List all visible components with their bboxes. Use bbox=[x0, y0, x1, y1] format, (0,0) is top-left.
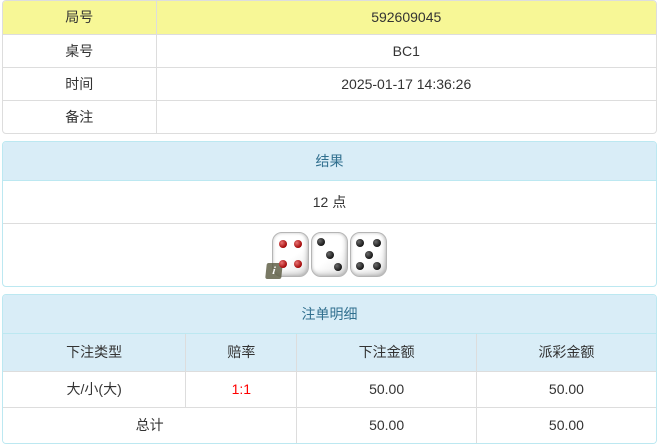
time-label: 时间 bbox=[3, 67, 157, 101]
remark-label: 备注 bbox=[3, 100, 157, 133]
bet-detail-title: 注单明细 bbox=[3, 295, 656, 334]
bet-odds: 1:1 bbox=[185, 371, 298, 408]
table-row: 备注 bbox=[3, 100, 656, 133]
bet-row: 大/小(大) 1:1 50.00 50.00 bbox=[3, 371, 656, 408]
die-pip bbox=[278, 259, 287, 268]
round-info-panel: 局号 592609045 桌号 BC1 时间 2025-01-17 14:36:… bbox=[2, 0, 657, 134]
result-panel-title: 结果 bbox=[3, 142, 656, 181]
die-pip bbox=[294, 240, 303, 249]
die-2 bbox=[311, 232, 348, 277]
die-pip bbox=[364, 250, 373, 259]
round-id-label: 局号 bbox=[3, 1, 157, 35]
die-pip bbox=[317, 238, 326, 247]
bet-table-header-row: 下注类型 赔率 下注金额 派彩金额 bbox=[3, 334, 656, 372]
die-pip bbox=[356, 261, 365, 270]
round-info-table: 局号 592609045 桌号 BC1 时间 2025-01-17 14:36:… bbox=[3, 1, 656, 133]
table-row: 时间 2025-01-17 14:36:26 bbox=[3, 67, 656, 101]
dice-row: i bbox=[3, 224, 656, 286]
die-pip bbox=[278, 240, 287, 249]
bet-amount: 50.00 bbox=[296, 371, 477, 408]
die-pip bbox=[356, 239, 365, 248]
total-label: 总计 bbox=[3, 407, 298, 443]
die-pip bbox=[333, 262, 342, 271]
die-pip bbox=[325, 250, 334, 259]
die-1: i bbox=[265, 232, 309, 279]
die-pip bbox=[372, 239, 381, 248]
table-row: 局号 592609045 bbox=[3, 1, 656, 35]
table-row: 桌号 BC1 bbox=[3, 34, 656, 68]
die-pip bbox=[372, 261, 381, 270]
col-odds: 赔率 bbox=[185, 334, 298, 372]
table-id-value: BC1 bbox=[156, 34, 656, 68]
col-bet-type: 下注类型 bbox=[3, 334, 187, 372]
remark-value bbox=[156, 100, 656, 133]
total-bet-amount: 50.00 bbox=[296, 407, 477, 443]
bet-table: 下注类型 赔率 下注金额 派彩金额 大/小(大) 1:1 50.00 50.00… bbox=[3, 334, 656, 443]
round-id-value: 592609045 bbox=[156, 1, 656, 35]
table-id-label: 桌号 bbox=[3, 34, 157, 68]
die-3 bbox=[350, 232, 387, 277]
result-panel: 结果 12 点 i bbox=[2, 141, 657, 287]
time-value: 2025-01-17 14:36:26 bbox=[156, 67, 656, 101]
bet-detail-panel: 注单明细 下注类型 赔率 下注金额 派彩金额 大/小(大) 1:1 50.00 … bbox=[2, 294, 657, 444]
result-points: 12 点 bbox=[3, 181, 656, 224]
payout-amount: 50.00 bbox=[476, 371, 656, 408]
col-payout-amount: 派彩金额 bbox=[476, 334, 656, 372]
die-pip bbox=[294, 259, 303, 268]
bet-type: 大/小(大) bbox=[3, 371, 187, 408]
total-payout-amount: 50.00 bbox=[476, 407, 656, 443]
total-row: 总计 50.00 50.00 bbox=[3, 407, 656, 443]
col-bet-amount: 下注金额 bbox=[296, 334, 477, 372]
